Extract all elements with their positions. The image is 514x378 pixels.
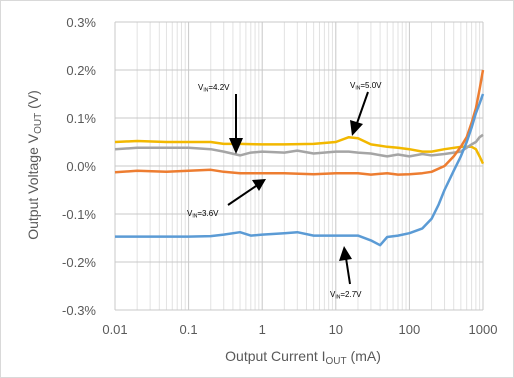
y-tick-label: -0.1% <box>62 207 96 222</box>
x-tick-label: 0.01 <box>102 322 127 337</box>
x-tick-label: 1000 <box>469 322 498 337</box>
arrow-vin-5.0v <box>355 91 369 127</box>
annotation-vin-5.0v: VIN=5.0V <box>350 81 382 92</box>
x-tick-label: 10 <box>329 322 343 337</box>
annotation-vin-3.6v: VIN=3.6V <box>187 209 219 220</box>
arrowhead-vin-2.7v <box>339 246 352 261</box>
x-tick-labels: 0.01 0.1 1 10 100 1000 <box>102 322 497 337</box>
y-tick-label: 0.3% <box>66 15 96 30</box>
y-tick-label: 0.1% <box>66 111 96 126</box>
arrowhead-vin-4.2v <box>229 138 243 154</box>
y-axis-title: Output Voltage VOUT (V) <box>25 90 44 240</box>
y-tick-label: -0.3% <box>62 303 96 318</box>
series-line-vin-4.2v <box>114 133 484 158</box>
series-line-vin-2.7v <box>115 93 485 247</box>
arrowhead-vin-3.6v <box>252 179 266 191</box>
annotation-arrows <box>227 91 369 285</box>
x-tick-label: 100 <box>399 322 421 337</box>
x-tick-label: 1 <box>259 322 266 337</box>
y-tick-label: -0.2% <box>62 255 96 270</box>
y-tick-label: 0.0% <box>66 159 96 174</box>
x-tick-label: 0.1 <box>180 322 198 337</box>
arrow-vin-2.7v <box>345 257 351 285</box>
series-lines <box>114 69 485 247</box>
series-line-vin-3.6v <box>114 69 485 176</box>
arrow-vin-3.6v <box>227 185 257 206</box>
major-gridlines <box>114 21 484 311</box>
x-axis-title: Output Current IOUT (mA) <box>225 348 381 367</box>
annotation-vin-2.7v: VIN=2.7V <box>330 290 362 301</box>
y-tick-labels: 0.3% 0.2% 0.1% 0.0% -0.1% -0.2% -0.3% <box>62 15 96 318</box>
arrowhead-vin-5.0v <box>350 120 363 136</box>
annotation-vin-4.2v: VIN=4.2V <box>198 83 230 94</box>
y-tick-label: 0.2% <box>66 63 96 78</box>
